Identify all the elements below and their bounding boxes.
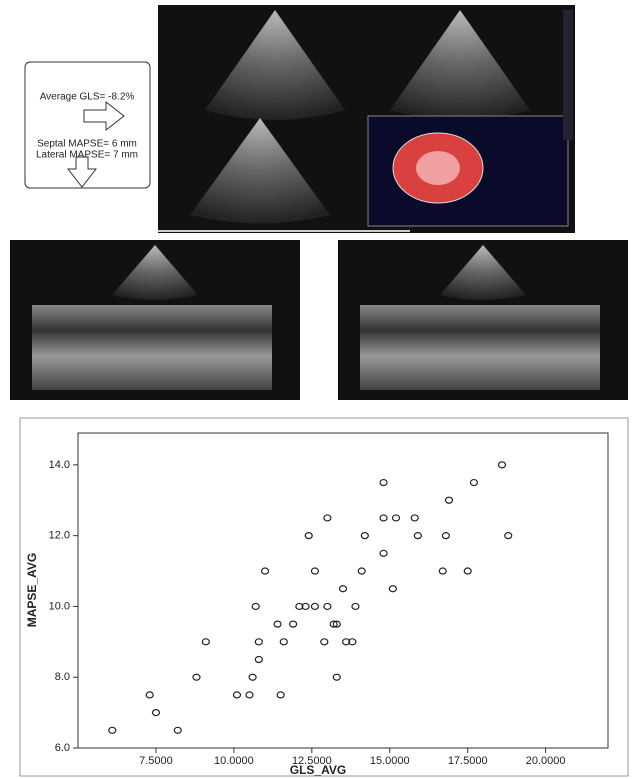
x-tick-label: 20.0000: [526, 755, 566, 767]
annotation-box: Average GLS= -8.2% Septal MAPSE= 6 mm La…: [25, 62, 150, 188]
x-tick-label: 10.0000: [214, 755, 254, 767]
x-tick-label: 12.5000: [292, 755, 332, 767]
y-tick-label: 14.0: [49, 459, 70, 471]
x-tick-label: 17.5000: [448, 755, 488, 767]
septal-annotation: Septal MAPSE= 6 mm: [37, 139, 137, 150]
y-axis-label: MAPSE_AVG: [25, 553, 39, 627]
y-tick-label: 10.0: [49, 600, 70, 612]
figure: Average GLS= -8.2% Septal MAPSE= 6 mm La…: [0, 0, 636, 779]
x-tick-label: 15.0000: [370, 755, 410, 767]
x-tick-label: 7.5000: [139, 755, 173, 767]
y-tick-label: 8.0: [55, 671, 70, 683]
mmode-right: [338, 240, 628, 400]
echo-composite: [158, 5, 575, 233]
page: Average GLS= -8.2% Septal MAPSE= 6 mm La…: [0, 0, 636, 779]
y-tick-label: 12.0: [49, 530, 70, 542]
plot-frame: [78, 433, 608, 748]
y-tick-label: 6.0: [55, 742, 70, 754]
lateral-annotation: Lateral MAPSE= 7 mm: [36, 150, 138, 161]
mmode-left: [10, 240, 300, 400]
gls-annotation: Average GLS= -8.2%: [40, 92, 135, 103]
